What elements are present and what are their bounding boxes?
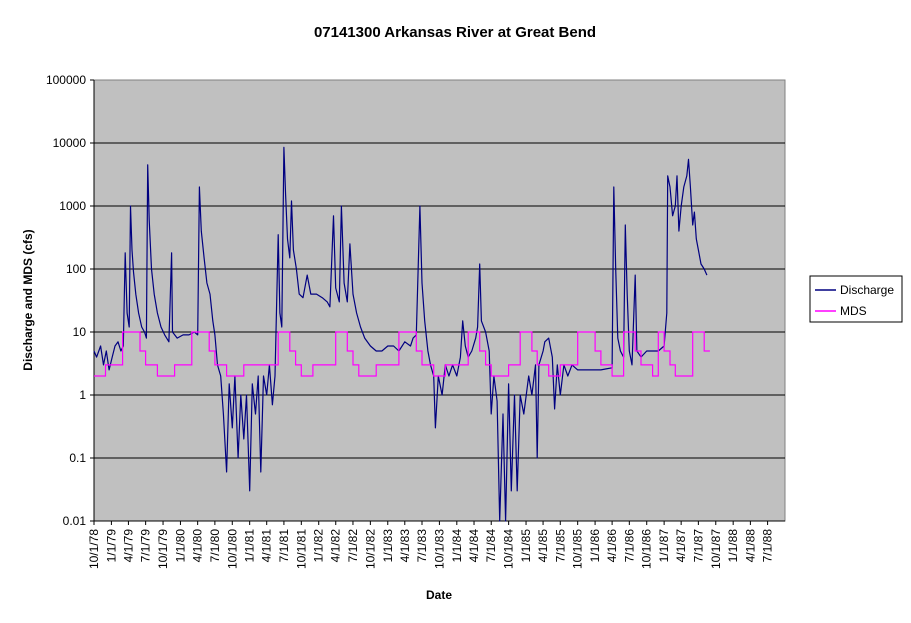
x-tick-label: 7/1/81 <box>277 529 291 563</box>
y-tick-label: 10 <box>73 325 87 339</box>
x-tick-label: 7/1/79 <box>139 529 153 563</box>
x-tick-label: 4/1/82 <box>329 529 343 563</box>
x-tick-label: 7/1/83 <box>415 529 429 563</box>
chart-title: 07141300 Arkansas River at Great Bend <box>314 24 596 41</box>
series-layer <box>93 146 710 522</box>
x-tick-label: 10/1/85 <box>571 529 585 569</box>
x-tick-label: 1/1/81 <box>243 529 257 563</box>
legend-label-discharge: Discharge <box>840 283 894 297</box>
legend: Discharge MDS <box>809 275 903 323</box>
x-axis-ticks: 10/1/78 1/1/79 4/1/79 7/1/79 10/1/79 1/1/80 4/… <box>87 520 785 569</box>
x-tick-label: 10/1/79 <box>156 529 170 569</box>
x-tick-label: 7/1/85 <box>553 529 567 563</box>
y-axis-title: Discharge and MDS (cfs) <box>21 229 35 370</box>
x-tick-label: 4/1/81 <box>260 529 274 563</box>
x-tick-label: 1/1/82 <box>312 529 326 563</box>
x-tick-label: 1/1/88 <box>726 529 740 563</box>
y-tick-label: 1000 <box>59 199 86 213</box>
x-tick-label: 10/1/86 <box>640 529 654 569</box>
x-tick-label: 7/1/84 <box>484 529 498 563</box>
x-tick-label: 7/1/80 <box>208 529 222 563</box>
y-tick-label: 0.01 <box>63 514 87 528</box>
x-tick-label: 1/1/79 <box>104 529 118 563</box>
x-tick-label: 1/1/85 <box>519 529 533 563</box>
x-tick-label: 10/1/87 <box>709 529 723 569</box>
x-tick-label: 7/1/86 <box>622 529 636 563</box>
x-tick-label: 4/1/86 <box>605 529 619 563</box>
x-axis-title: Date <box>426 588 452 602</box>
x-tick-label: 1/1/87 <box>657 529 671 563</box>
y-tick-label: 10000 <box>53 136 87 150</box>
x-tick-label: 1/1/86 <box>588 529 602 563</box>
x-tick-label: 10/1/82 <box>363 529 377 569</box>
x-tick-label: 4/1/83 <box>398 529 412 563</box>
series-line-mds <box>94 331 710 377</box>
x-tick-label: 10/1/83 <box>432 529 446 569</box>
x-tick-label: 4/1/84 <box>467 529 481 563</box>
x-tick-label: 7/1/88 <box>761 529 775 563</box>
x-tick-label: 10/1/81 <box>294 529 308 569</box>
x-tick-label: 7/1/82 <box>346 529 360 563</box>
y-tick-label: 1 <box>79 388 86 402</box>
y-tick-label: 100 <box>66 262 86 276</box>
legend-label-mds: MDS <box>840 304 867 318</box>
y-axis-ticks: 0.01 0.1 1 10 100 1000 10000 100000 <box>46 73 95 528</box>
legend-box <box>809 275 903 323</box>
x-tick-label: 10/1/84 <box>502 529 516 569</box>
x-tick-label: 4/1/85 <box>536 529 550 563</box>
plot-area <box>93 79 786 522</box>
y-tick-label: 0.1 <box>69 451 86 465</box>
x-tick-label: 4/1/88 <box>743 529 757 563</box>
x-tick-label: 4/1/79 <box>121 529 135 563</box>
x-tick-label: 1/1/80 <box>173 529 187 563</box>
x-tick-label: 10/1/80 <box>225 529 239 569</box>
x-tick-label: 4/1/87 <box>674 529 688 563</box>
x-tick-label: 10/1/78 <box>87 529 101 569</box>
y-tick-label: 100000 <box>46 73 86 87</box>
x-tick-label: 1/1/84 <box>450 529 464 563</box>
x-tick-label: 4/1/80 <box>191 529 205 563</box>
series-line-discharge <box>93 146 708 522</box>
x-tick-label: 7/1/87 <box>691 529 705 563</box>
x-tick-label: 1/1/83 <box>381 529 395 563</box>
